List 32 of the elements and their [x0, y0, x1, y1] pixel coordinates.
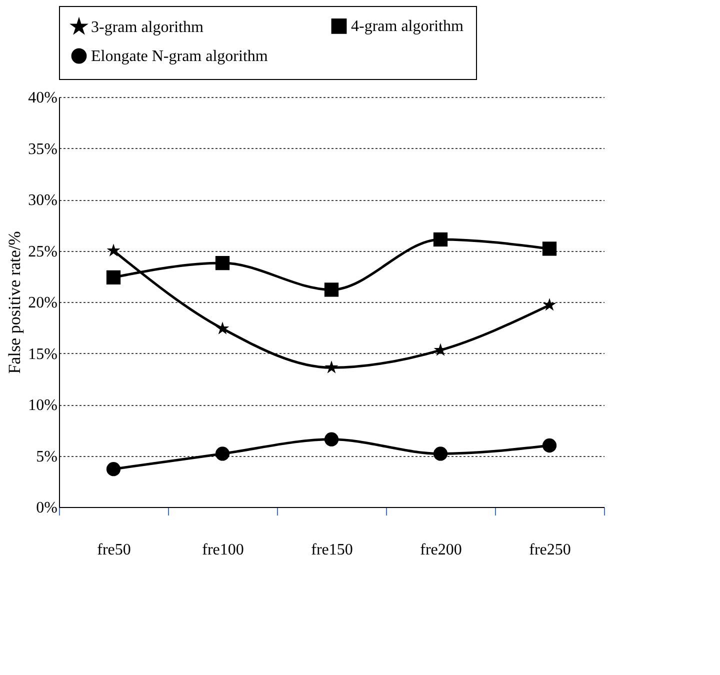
x-tick-label: fre250 [529, 542, 571, 558]
point [215, 256, 230, 270]
y-tick-label: 30% [28, 192, 58, 209]
x-tick-label: fre100 [202, 542, 244, 558]
point [542, 242, 557, 256]
point [106, 244, 120, 256]
point [106, 462, 121, 476]
y-tick-label: 15% [28, 346, 58, 363]
point [324, 282, 339, 297]
legend-label: 4-gram algorithm [351, 18, 464, 36]
y-tick-label: 40% [28, 90, 58, 106]
point [542, 438, 557, 453]
y-tick-label: 20% [28, 294, 58, 312]
point [324, 432, 339, 446]
point [216, 322, 230, 334]
y-tick-label: 10% [28, 397, 58, 414]
point [542, 298, 556, 311]
y-tick-label: 5% [36, 448, 58, 466]
legend-label: Elongate N-gram algorithm [91, 48, 268, 65]
y-tick-label: 0% [36, 500, 58, 516]
y-tick-label: 35% [28, 140, 58, 158]
x-tick-label: fre150 [311, 542, 353, 558]
y-axis-title: False positive rate/% [5, 231, 24, 374]
legend-label: 3-gram algorithm [91, 18, 204, 36]
x-tick-label: fre50 [97, 542, 131, 558]
y-tick-label: 25% [28, 243, 58, 260]
point [324, 360, 338, 374]
point [433, 232, 448, 247]
x-tick-label: fre200 [420, 542, 462, 558]
point [433, 446, 448, 461]
point [215, 446, 230, 461]
point [106, 270, 121, 284]
